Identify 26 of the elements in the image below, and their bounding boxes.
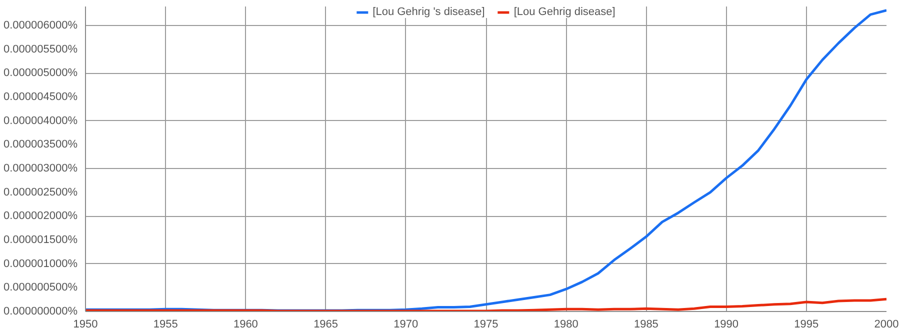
y-tick-label: 0.000003000% [3, 162, 78, 175]
x-tick-label: 1960 [233, 318, 258, 330]
y-tick-label: 0.000003500% [3, 138, 78, 151]
x-tick-label: 1985 [634, 318, 658, 330]
y-tick-label: 0.000001000% [3, 258, 78, 270]
x-tick-label: 2000 [874, 318, 899, 330]
x-tick-label: 1990 [714, 318, 739, 330]
x-tick-label: 1965 [314, 318, 338, 330]
y-tick-label: 0.000006000% [3, 20, 78, 32]
x-tick-label: 1980 [554, 318, 578, 330]
y-tick-label: 0.000005000% [3, 67, 78, 80]
x-tick-label: 1995 [794, 318, 819, 330]
legend-label: [Lou Gehrig disease] [514, 6, 616, 18]
y-tick-label: 0.000002500% [3, 186, 78, 198]
x-tick-label: 1970 [394, 318, 418, 330]
legend-label: [Lou Gehrig 's disease] [372, 6, 485, 18]
y-tick-label: 0.000004000% [3, 114, 78, 127]
y-tick-label: 0.000002000% [3, 210, 78, 222]
x-tick-label: 1975 [474, 318, 498, 330]
y-tick-label: 0.000005500% [3, 43, 78, 56]
x-tick-label: 1955 [153, 318, 178, 330]
y-tick-label: 0.000000500% [3, 282, 78, 294]
y-tick-label: 0.000004500% [3, 91, 78, 104]
y-tick-label: 0.000001500% [3, 234, 78, 246]
x-tick-label: 1950 [73, 318, 98, 330]
y-tick-label: 0.000000000% [3, 306, 78, 318]
